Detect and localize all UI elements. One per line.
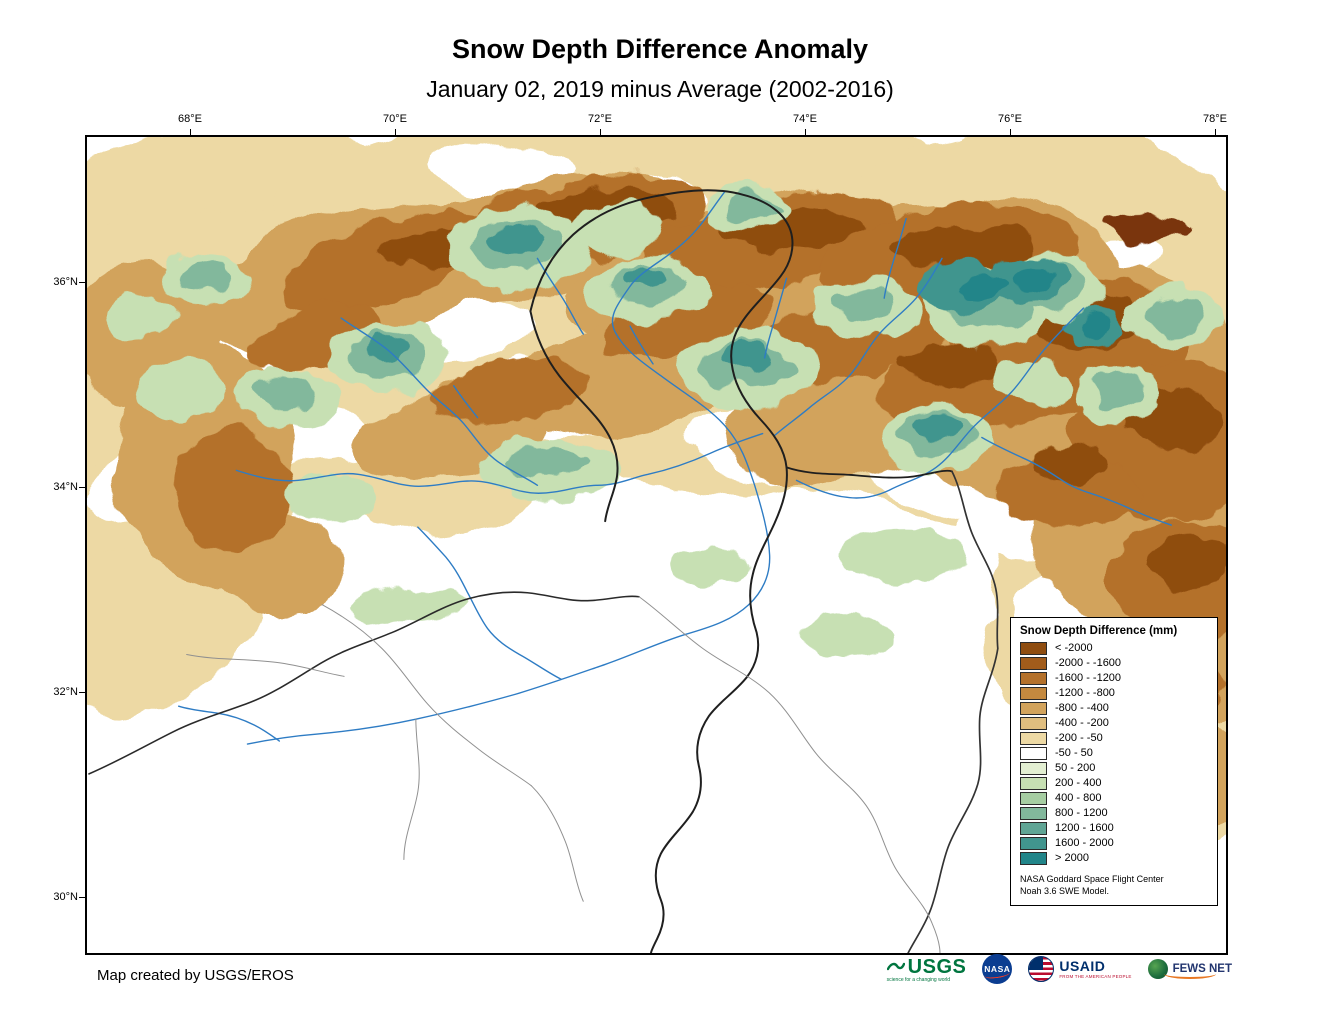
tick-mark	[1010, 129, 1011, 135]
legend-label: -400 - -200	[1055, 717, 1109, 729]
fewsnet-logo: FEWS NET	[1147, 959, 1232, 979]
legend-label: -200 - -50	[1055, 732, 1103, 744]
tick-mark	[79, 897, 85, 898]
tick-mark	[600, 129, 601, 135]
usgs-tagline: science for a changing world	[886, 976, 951, 983]
usaid-logo: USAID FROM THE AMERICAN PEOPLE	[1028, 956, 1131, 982]
nasa-wordmark: NASA	[984, 964, 1011, 974]
lon-tick-label: 70°E	[383, 113, 407, 125]
lon-tick-label: 76°E	[998, 113, 1022, 125]
legend-entry: -400 - -200	[1020, 717, 1208, 730]
map-credit: Map created by USGS/EROS	[97, 967, 294, 984]
tick-mark	[79, 282, 85, 283]
legend-swatch	[1020, 822, 1047, 835]
usgs-logo: USGS science for a changing world	[886, 955, 967, 983]
usaid-flag-icon	[1028, 956, 1055, 982]
legend-entry: 800 - 1200	[1020, 807, 1208, 820]
legend-swatch	[1020, 642, 1047, 655]
tick-mark	[79, 692, 85, 693]
legend-swatch	[1020, 657, 1047, 670]
legend-swatch	[1020, 702, 1047, 715]
legend-source-line: NASA Goddard Space Flight Center	[1020, 874, 1164, 884]
legend-label: 50 - 200	[1055, 762, 1096, 774]
legend-entry: 1600 - 2000	[1020, 837, 1208, 850]
legend-label: 800 - 1200	[1055, 807, 1108, 819]
legend-label: -1200 - -800	[1055, 687, 1115, 699]
legend-entry: > 2000	[1020, 852, 1208, 865]
legend-source-note: NASA Goddard Space Flight Center Noah 3.…	[1020, 873, 1208, 897]
tick-mark	[79, 487, 85, 488]
legend-entry: < -2000	[1020, 642, 1208, 655]
lon-tick-label: 72°E	[588, 113, 612, 125]
legend-swatch	[1020, 747, 1047, 760]
legend-label: < -2000	[1055, 642, 1093, 654]
legend-label: -1600 - -1200	[1055, 672, 1122, 684]
legend-swatch	[1020, 807, 1047, 820]
lon-tick-label: 68°E	[178, 113, 202, 125]
legend-swatch	[1020, 837, 1047, 850]
legend-label: > 2000	[1055, 852, 1089, 864]
map-canvas: Snow Depth Difference (mm) < -2000 -2000…	[85, 135, 1228, 955]
page-title: Snow Depth Difference Anomaly	[451, 34, 869, 64]
legend-swatch	[1020, 777, 1047, 790]
legend-entry: 1200 - 1600	[1020, 822, 1208, 835]
legend-label: 200 - 400	[1055, 777, 1102, 789]
page-subtitle: January 02, 2019 minus Average (2002-201…	[426, 76, 894, 102]
terrain-layer-detail	[106, 175, 1226, 735]
legend-swatch	[1020, 672, 1047, 685]
legend-entry: -800 - -400	[1020, 702, 1208, 715]
tick-mark	[190, 129, 191, 135]
legend-entry: -200 - -50	[1020, 732, 1208, 745]
tick-mark	[805, 129, 806, 135]
nasa-meatball-icon: NASA	[982, 954, 1013, 984]
lat-tick-label: 34°N	[53, 481, 78, 493]
nasa-logo: NASA	[982, 954, 1013, 984]
legend-swatch	[1020, 717, 1047, 730]
legend-source-line: Noah 3.6 SWE Model.	[1020, 886, 1110, 896]
legend-label: 1600 - 2000	[1055, 837, 1114, 849]
legend-label: 1200 - 1600	[1055, 822, 1114, 834]
usgs-wordmark: USGS	[907, 955, 967, 978]
legend-entry: 50 - 200	[1020, 762, 1208, 775]
lat-tick-label: 36°N	[53, 276, 78, 288]
legend-entry: -1600 - -1200	[1020, 672, 1208, 685]
boundaries-layer	[88, 189, 999, 953]
legend-swatch	[1020, 762, 1047, 775]
legend-entry: -1200 - -800	[1020, 687, 1208, 700]
legend-entry: -50 - 50	[1020, 747, 1208, 760]
legend: Snow Depth Difference (mm) < -2000 -2000…	[1010, 617, 1218, 906]
legend-entry: 200 - 400	[1020, 777, 1208, 790]
fewsnet-swoosh-icon	[1163, 969, 1216, 979]
legend-label: -2000 - -1600	[1055, 657, 1122, 669]
legend-entry: 400 - 800	[1020, 792, 1208, 805]
rivers-layer	[177, 191, 1172, 745]
lon-tick-label: 78°E	[1203, 113, 1227, 125]
legend-label: -50 - 50	[1055, 747, 1093, 759]
legend-swatch	[1020, 687, 1047, 700]
usgs-wave-icon	[886, 962, 905, 971]
lon-tick-label: 74°E	[793, 113, 817, 125]
legend-entries: < -2000 -2000 - -1600 -1600 - -1200 -120…	[1020, 642, 1208, 865]
usaid-wordmark: USAID	[1059, 958, 1106, 974]
lat-tick-label: 30°N	[53, 891, 78, 903]
tick-mark	[1215, 129, 1216, 135]
legend-swatch	[1020, 852, 1047, 865]
globe-icon	[1147, 959, 1168, 979]
legend-swatch	[1020, 792, 1047, 805]
legend-label: 400 - 800	[1055, 792, 1102, 804]
legend-title: Snow Depth Difference (mm)	[1020, 625, 1178, 637]
legend-label: -800 - -400	[1055, 702, 1109, 714]
tick-mark	[395, 129, 396, 135]
legend-entry: -2000 - -1600	[1020, 657, 1208, 670]
usaid-tagline: FROM THE AMERICAN PEOPLE	[1059, 973, 1132, 979]
legend-swatch	[1020, 732, 1047, 745]
footer-logos: USGS science for a changing world NASA U…	[886, 954, 1232, 984]
lat-tick-label: 32°N	[53, 686, 78, 698]
